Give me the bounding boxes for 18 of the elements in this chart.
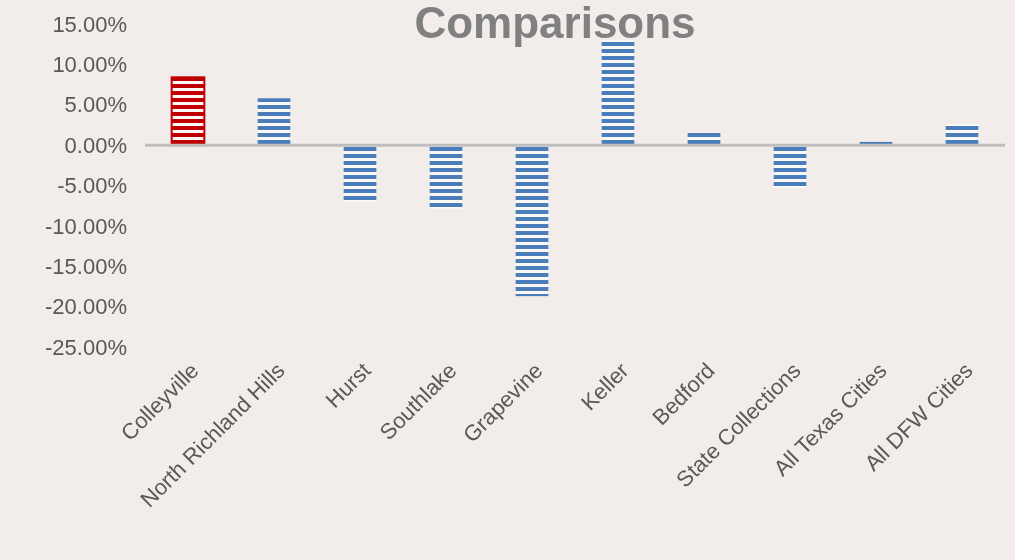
y-tick-label: 0.00% [64,132,127,158]
y-tick-label: 5.00% [64,92,127,118]
y-tick-label: -20.00% [45,294,127,320]
y-tick-label: -15.00% [45,253,127,279]
bar [257,98,291,146]
y-tick-label: -25.00% [45,334,127,360]
bar [343,145,377,202]
chart-title: Comparisons [414,0,696,47]
bar [945,124,979,146]
bar [170,76,206,147]
bar [687,132,721,146]
bar [515,145,549,297]
bar [429,145,463,209]
y-tick-label: -5.00% [57,173,127,199]
y-tick-label: -10.00% [45,213,127,239]
y-tick-label: 15.00% [52,11,127,37]
bar [773,145,807,188]
y-tick-label: 10.00% [52,52,127,78]
